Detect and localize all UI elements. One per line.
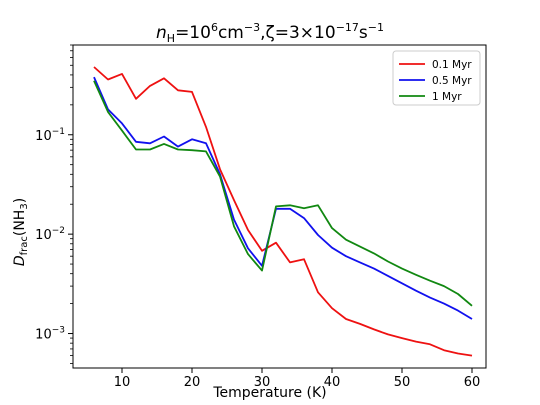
- ylabel-nh: (NH: [12, 210, 28, 236]
- ylabel-close: ): [12, 198, 28, 203]
- plot-frame: [72, 44, 487, 369]
- x-tick-label: 40: [324, 375, 341, 390]
- axis-ticks: 10 20 30 40 50 60 10−3 10−2 10−1: [35, 44, 481, 390]
- title-eq-sup: 6: [211, 21, 218, 34]
- series-line-2: [93, 76, 473, 320]
- legend: 0.1 Myr 0.5 Myr 1 Myr: [392, 50, 481, 106]
- ylabel-d: D: [12, 255, 28, 266]
- series-line-3: [93, 80, 473, 307]
- title-eq: =10: [175, 23, 211, 43]
- title-n-sub: H: [167, 32, 175, 45]
- title-zeta-sup: −17: [336, 21, 359, 34]
- legend-label-3: 1 Myr: [432, 91, 462, 103]
- legend-label-2: 0.5 Myr: [432, 75, 472, 87]
- x-tick-label: 10: [114, 375, 131, 390]
- ylabel-frac: frac: [19, 236, 30, 255]
- y-tick-label: 10−1: [35, 127, 65, 144]
- x-tick-label: 20: [184, 375, 201, 390]
- ylabel-3: 3: [19, 203, 30, 209]
- title-zeta: ,ζ=3×10: [260, 23, 336, 43]
- y-tick-label: 10−2: [35, 226, 65, 243]
- x-tick-label: 60: [464, 375, 481, 390]
- x-tick-label: 50: [394, 375, 411, 390]
- series-lines: [93, 66, 473, 357]
- y-tick-label: 10−3: [35, 326, 65, 343]
- title-unit-sup: −3: [244, 21, 260, 34]
- title-tail-sup: −1: [368, 21, 384, 34]
- title-unit: cm: [218, 23, 244, 43]
- title-n: n: [156, 23, 167, 43]
- x-tick-label: 30: [254, 375, 271, 390]
- y-axis-label: Dfrac(NH3): [12, 198, 30, 266]
- x-axis-label: Temperature (K): [212, 385, 326, 401]
- legend-label-1: 0.1 Myr: [432, 59, 472, 71]
- chart-title: nH=106cm−3,ζ=3×10−17s−1: [156, 21, 384, 45]
- series-line-1: [93, 66, 473, 357]
- title-tail: s: [359, 23, 368, 43]
